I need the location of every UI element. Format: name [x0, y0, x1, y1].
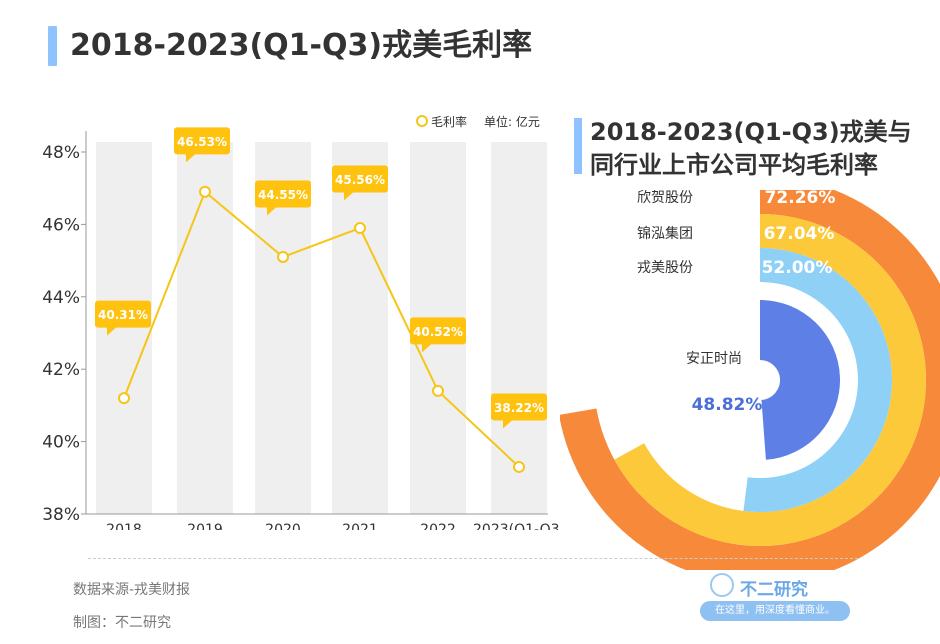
legend-label: 毛利率 [431, 114, 467, 129]
radial-category-label: 锦泓集团 [637, 225, 693, 242]
series-line [123, 190, 520, 468]
x-tick-label: 2018 [106, 522, 142, 530]
radial-value-label: 72.26% [765, 190, 836, 208]
category-column [332, 142, 388, 514]
legend-marker [416, 115, 428, 127]
data-label-box [332, 165, 388, 193]
y-tick-label: 48% [42, 143, 80, 163]
data-label-pointer [186, 153, 196, 163]
data-label-box [255, 180, 311, 208]
data-label-box [491, 393, 547, 421]
radial-category-label: 欣贺股份 [637, 190, 693, 206]
category-column [491, 142, 547, 514]
data-label-callout: 38.22% [491, 393, 547, 429]
y-tick-label: 40% [42, 433, 80, 453]
data-point [199, 185, 211, 198]
data-label-callout: 45.56% [332, 165, 388, 201]
legend-unit: 单位: 亿元 [484, 114, 540, 129]
data-label-pointer [107, 326, 117, 336]
radial-value-label: 48.82% [692, 395, 763, 415]
title-accent-bar [48, 26, 57, 66]
logo-brand-name: 不二研究 [740, 580, 808, 600]
data-label-pointer [422, 343, 432, 353]
data-label-pointer [267, 206, 277, 216]
data-label-callout: 46.53% [174, 127, 230, 163]
logo-face-icon [710, 573, 734, 597]
data-label-box [95, 300, 151, 328]
x-tick-label: 2019 [187, 522, 223, 530]
data-label: 38.22% [494, 401, 544, 415]
page-title: 2018-2023(Q1-Q3)戎美毛利率 [70, 28, 533, 63]
data-label: 45.56% [335, 173, 385, 187]
y-tick-label: 46% [42, 215, 80, 235]
chart-maker: 制图：不二研究 [73, 615, 171, 631]
data-label-box [410, 317, 466, 345]
data-label: 40.52% [413, 325, 463, 339]
radial-category-label: 戎美股份 [637, 260, 693, 276]
x-tick-label: 2020 [265, 522, 301, 530]
logo-slogan: 在这里，用深度看懂商业。 [700, 601, 850, 621]
radial-category-label: 安正时尚 [686, 351, 742, 367]
radial-chart: 欣贺股份 72.26% 锦泓集团 67.04% 戎美股份 52.00% 安正时尚 48.82% [560, 190, 940, 570]
line-chart: 38% 40% 42% 44% 46% 48% 2018 2019 2020 2021 2022 20… [42, 114, 560, 530]
data-label-callout: 40.52% [410, 317, 466, 353]
footer-divider [88, 558, 858, 559]
x-tick-label: 2022 [420, 522, 456, 530]
y-tick-label: 42% [42, 360, 80, 380]
data-label-callout: 40.31% [95, 300, 151, 336]
radial-value-label: 52.00% [762, 258, 833, 278]
data-label: 40.31% [98, 308, 148, 322]
category-column [96, 142, 152, 514]
x-tick-label: 2021 [342, 522, 378, 530]
radial-bar [760, 300, 841, 460]
data-label: 44.55% [258, 188, 308, 202]
data-label-callout: 44.55% [255, 180, 311, 216]
data-point [432, 384, 444, 397]
data-label: 46.53% [177, 135, 227, 149]
y-tick-label: 44% [42, 288, 80, 308]
data-point [513, 460, 525, 473]
radial-chart-title: 2018-2023(Q1-Q3)戎美与同行业上市公司平均毛利率 [590, 118, 912, 179]
data-label-box [174, 127, 230, 155]
data-point [354, 222, 366, 235]
x-tick-label: 2023(Q1-Q3) [473, 522, 560, 530]
data-point [277, 250, 289, 263]
data-label-pointer [503, 419, 513, 429]
data-source: 数据来源-戎美财报 [73, 582, 191, 598]
data-point [118, 392, 130, 405]
brand-logo: 不二研究 在这里，用深度看懂商业。 [700, 573, 850, 625]
radial-bar [743, 248, 892, 512]
y-tick-label: 38% [42, 505, 80, 525]
radial-value-label: 67.04% [764, 224, 835, 244]
data-label-pointer [344, 191, 354, 201]
category-column [177, 142, 233, 514]
side-title-accent-bar [574, 118, 582, 174]
